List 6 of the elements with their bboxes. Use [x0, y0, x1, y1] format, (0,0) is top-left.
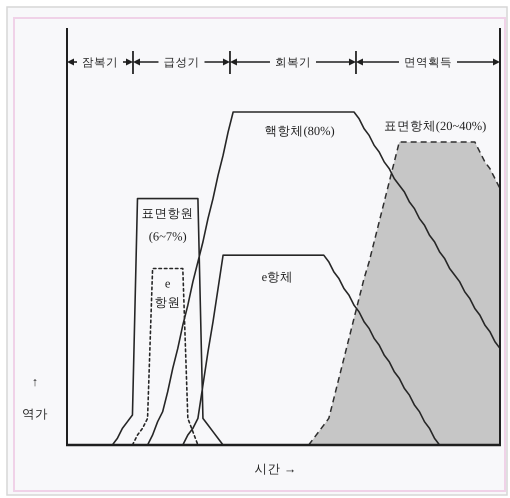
x-axis-title: 시간 → [254, 462, 296, 476]
annotation: 회복기 [274, 57, 311, 69]
annotation: 급성기 [163, 57, 200, 69]
annotation: 잠복기 [82, 57, 118, 69]
annotation: 면역획득 [404, 57, 452, 69]
y-axis-title: ↑ 역가 [22, 375, 48, 421]
